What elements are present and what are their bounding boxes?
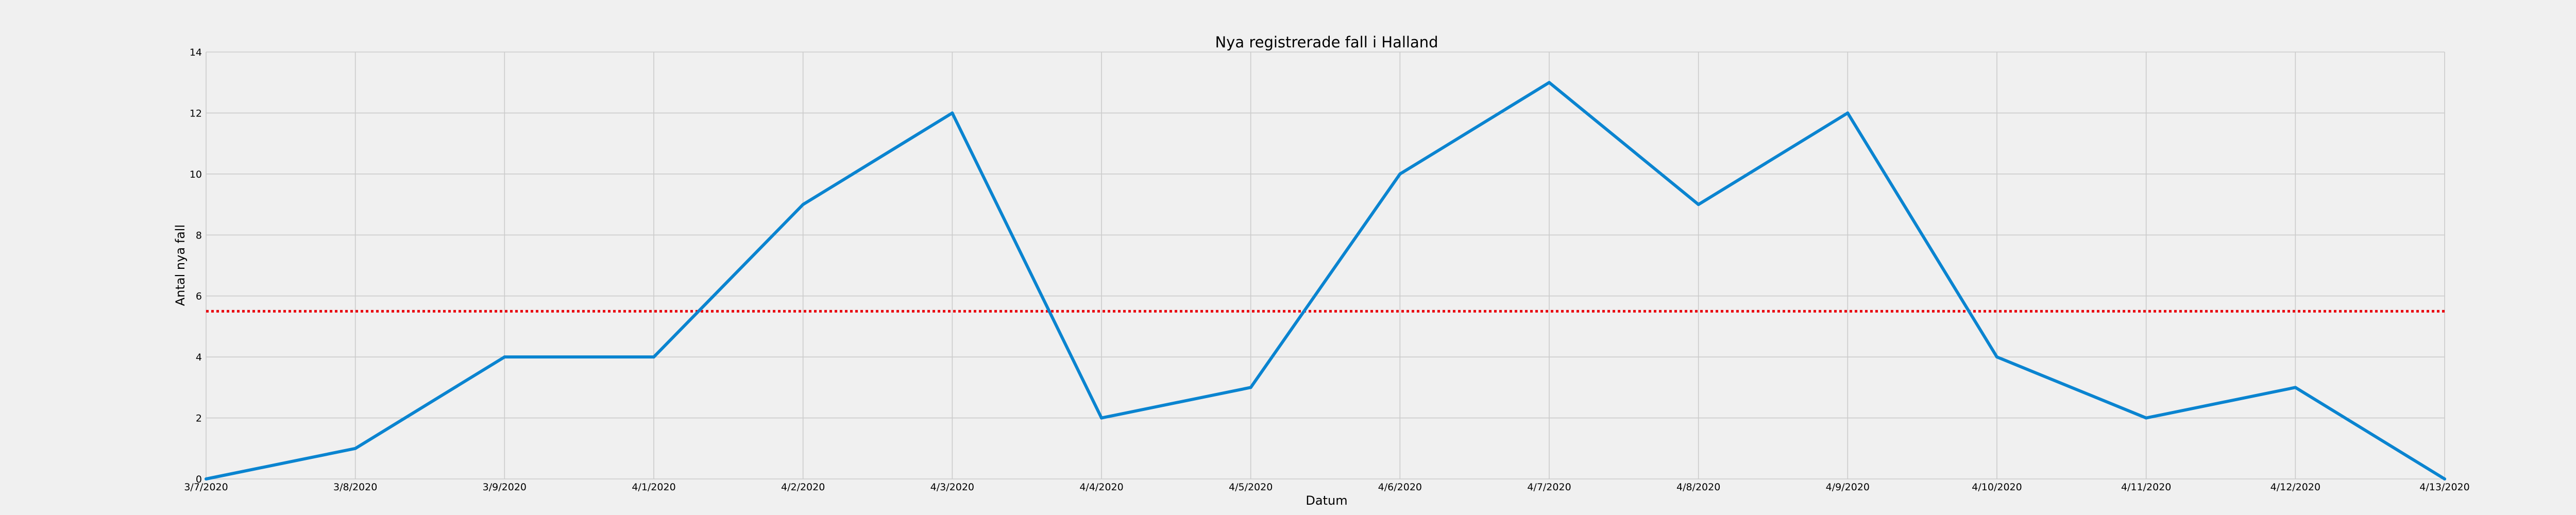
- y-tick-label: 10: [190, 169, 202, 180]
- x-tick-label: 4/2/2020: [781, 482, 825, 493]
- data-point: [2443, 477, 2446, 480]
- x-tick-label: 4/5/2020: [1229, 482, 1273, 493]
- data-point: [1100, 416, 1103, 420]
- data-point: [503, 355, 506, 359]
- x-tick-label: 3/9/2020: [483, 482, 527, 493]
- data-point: [1398, 172, 1402, 176]
- x-tick-label: 4/1/2020: [632, 482, 675, 493]
- x-tick-label: 4/11/2020: [2121, 482, 2171, 493]
- y-tick-label: 8: [196, 230, 202, 241]
- chart-title: Nya registrerade fall i Halland: [1215, 33, 1438, 51]
- y-tick-labels: 0 2 4 6 8 10 12 14: [190, 47, 202, 485]
- data-point: [652, 355, 655, 359]
- x-tick-labels: 3/7/2020 3/8/2020 3/9/2020 4/1/2020 4/2/2020…: [184, 482, 2469, 493]
- x-axis-label: Datum: [1306, 493, 1347, 508]
- data-point: [205, 477, 208, 480]
- data-point: [1249, 386, 1252, 389]
- y-tick-label: 4: [196, 352, 202, 363]
- x-tick-label: 3/8/2020: [333, 482, 377, 493]
- x-tick-label: 4/10/2020: [1972, 482, 2022, 493]
- y-tick-label: 2: [196, 413, 202, 424]
- data-point: [2144, 416, 2148, 420]
- data-point: [951, 111, 954, 115]
- data-point: [1697, 203, 1700, 207]
- y-tick-label: 6: [196, 291, 202, 302]
- y-tick-label: 0: [196, 474, 202, 485]
- x-tick-label: 4/6/2020: [1378, 482, 1422, 493]
- data-point: [353, 447, 357, 450]
- series-group: [205, 81, 2446, 480]
- x-tick-label: 4/13/2020: [2419, 482, 2469, 493]
- data-point: [2294, 386, 2297, 389]
- x-tick-label: 4/8/2020: [1676, 482, 1720, 493]
- series-line: [205, 81, 2446, 480]
- x-tick-label: 4/7/2020: [1527, 482, 1571, 493]
- data-point: [1995, 355, 1998, 359]
- y-tick-label: 14: [190, 47, 202, 58]
- y-tick-label: 12: [190, 108, 202, 119]
- data-point: [801, 203, 805, 207]
- data-point: [1846, 111, 1850, 115]
- y-axis-label: Antal nya fall: [173, 225, 188, 306]
- x-tick-label: 4/3/2020: [930, 482, 974, 493]
- data-point: [1548, 81, 1551, 84]
- x-tick-label: 4/4/2020: [1079, 482, 1123, 493]
- x-tick-label: 3/7/2020: [184, 482, 228, 493]
- x-tick-label: 4/9/2020: [1826, 482, 1870, 493]
- x-tick-label: 4/12/2020: [2270, 482, 2320, 493]
